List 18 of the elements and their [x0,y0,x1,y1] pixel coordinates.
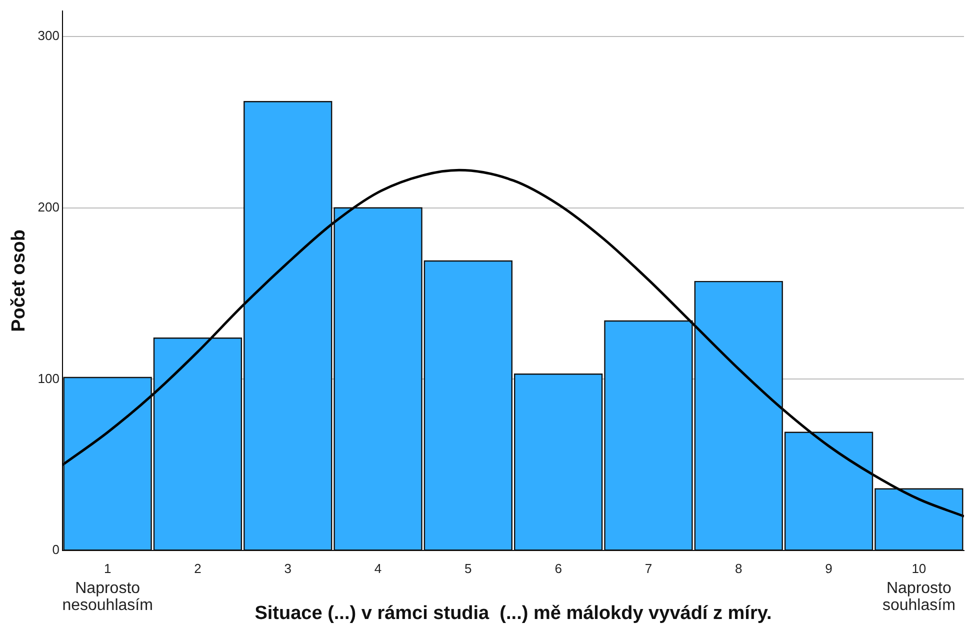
x-tick-label: 5 [464,560,472,576]
y-tick-label: 0 [52,542,60,558]
text: Naprosto souhlasím [882,580,956,614]
text: Naprosto nesouhlasím [62,580,153,614]
x-tick-label: 4 [374,560,382,576]
x-tick-label: 8 [735,560,742,576]
x-tick-label: 9 [825,560,832,576]
x-tick-label: 10 [912,560,926,576]
x-tick-label: 6 [554,560,562,576]
y-tick-label: 200 [38,199,60,214]
x-axis-title: Situace (...) v rámci studia (...) mě málokdy vyvádí z míry. [254,602,772,624]
x-tick-label: 7 [644,560,652,576]
x-tick-label: 3 [284,560,292,576]
y-tick-label: 100 [38,370,60,386]
x-tick-label: 2 [194,560,202,576]
x-tick-label: 1 [104,560,112,576]
y-axis-title: Počet osob [8,229,30,332]
y-tick-label: 300 [38,28,60,44]
